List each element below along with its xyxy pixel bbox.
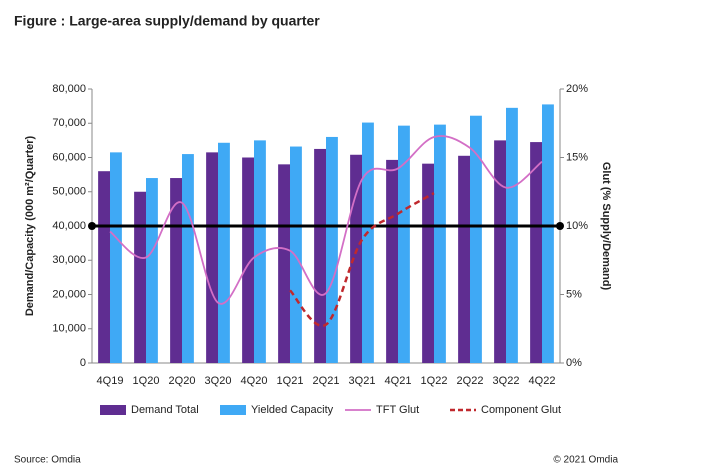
copyright: © 2021 Omdia [553,455,618,466]
chart-title: Figure : Large-area supply/demand by qua… [14,13,320,29]
y-tick-label: 80,000 [52,83,86,95]
bar [350,154,362,363]
x-tick-label: 4Q20 [241,375,268,387]
y-tick-label: 70,000 [52,117,86,129]
y2-tick-label: 15% [566,151,588,163]
y-tick-label: 50,000 [52,186,86,198]
bar [278,164,290,363]
y2-tick-label: 10% [566,220,588,232]
bar [494,140,506,363]
y-axis-label: Demand/Capacity (000 m²/Quarter) [24,136,36,317]
y2-tick-label: 20% [566,83,588,95]
x-tick-label: 1Q21 [277,375,304,387]
y-tick-label: 60,000 [52,151,86,163]
x-tick-label: 4Q22 [529,375,556,387]
x-tick-label: 2Q22 [457,375,484,387]
bar [398,125,410,364]
legend-label: Yielded Capacity [251,404,334,416]
legend-label: TFT Glut [376,404,419,416]
y-tick-label: 0 [80,357,86,369]
bar [182,154,194,363]
line-series [109,135,543,305]
x-tick-label: 2Q20 [169,375,196,387]
bar [362,122,374,363]
bar [206,152,218,363]
bar [542,104,554,363]
bar [242,157,254,363]
legend-swatch [220,405,246,415]
bar [434,124,446,364]
x-tick-label: 3Q22 [493,375,520,387]
bar [326,136,338,363]
legend-swatch [100,405,126,415]
bar [314,148,326,363]
y-tick-label: 20,000 [52,288,86,300]
bar [218,142,230,363]
source: Source: Omdia [14,455,81,466]
bar [170,178,182,363]
x-tick-label: 1Q22 [421,375,448,387]
bar [98,171,110,363]
y-tick-label: 40,000 [52,220,86,232]
bar [254,140,266,363]
y2-axis-label: Glut (% Supply/Demand) [600,162,612,291]
bar [422,163,434,363]
bar [530,142,542,363]
bar [506,107,518,364]
y2-tick-label: 0% [566,357,582,369]
x-tick-label: 3Q20 [205,375,232,387]
x-tick-label: 2Q21 [313,375,340,387]
bar [290,146,302,363]
reference-end [88,222,96,230]
bar [458,155,470,363]
x-tick-label: 1Q20 [133,375,160,387]
y2-tick-label: 5% [566,288,582,300]
bar [386,159,398,363]
legend-label: Component Glut [481,404,561,416]
bar [470,115,482,363]
bar [110,152,122,363]
y-tick-label: 10,000 [52,323,86,335]
bar [134,191,146,363]
x-tick-label: 4Q19 [97,375,124,387]
x-tick-label: 3Q21 [349,375,376,387]
line-series [289,192,435,328]
reference-end [556,222,564,230]
legend-label: Demand Total [131,404,199,416]
bar [146,178,158,363]
x-tick-label: 4Q21 [385,375,412,387]
y-tick-label: 30,000 [52,254,86,266]
